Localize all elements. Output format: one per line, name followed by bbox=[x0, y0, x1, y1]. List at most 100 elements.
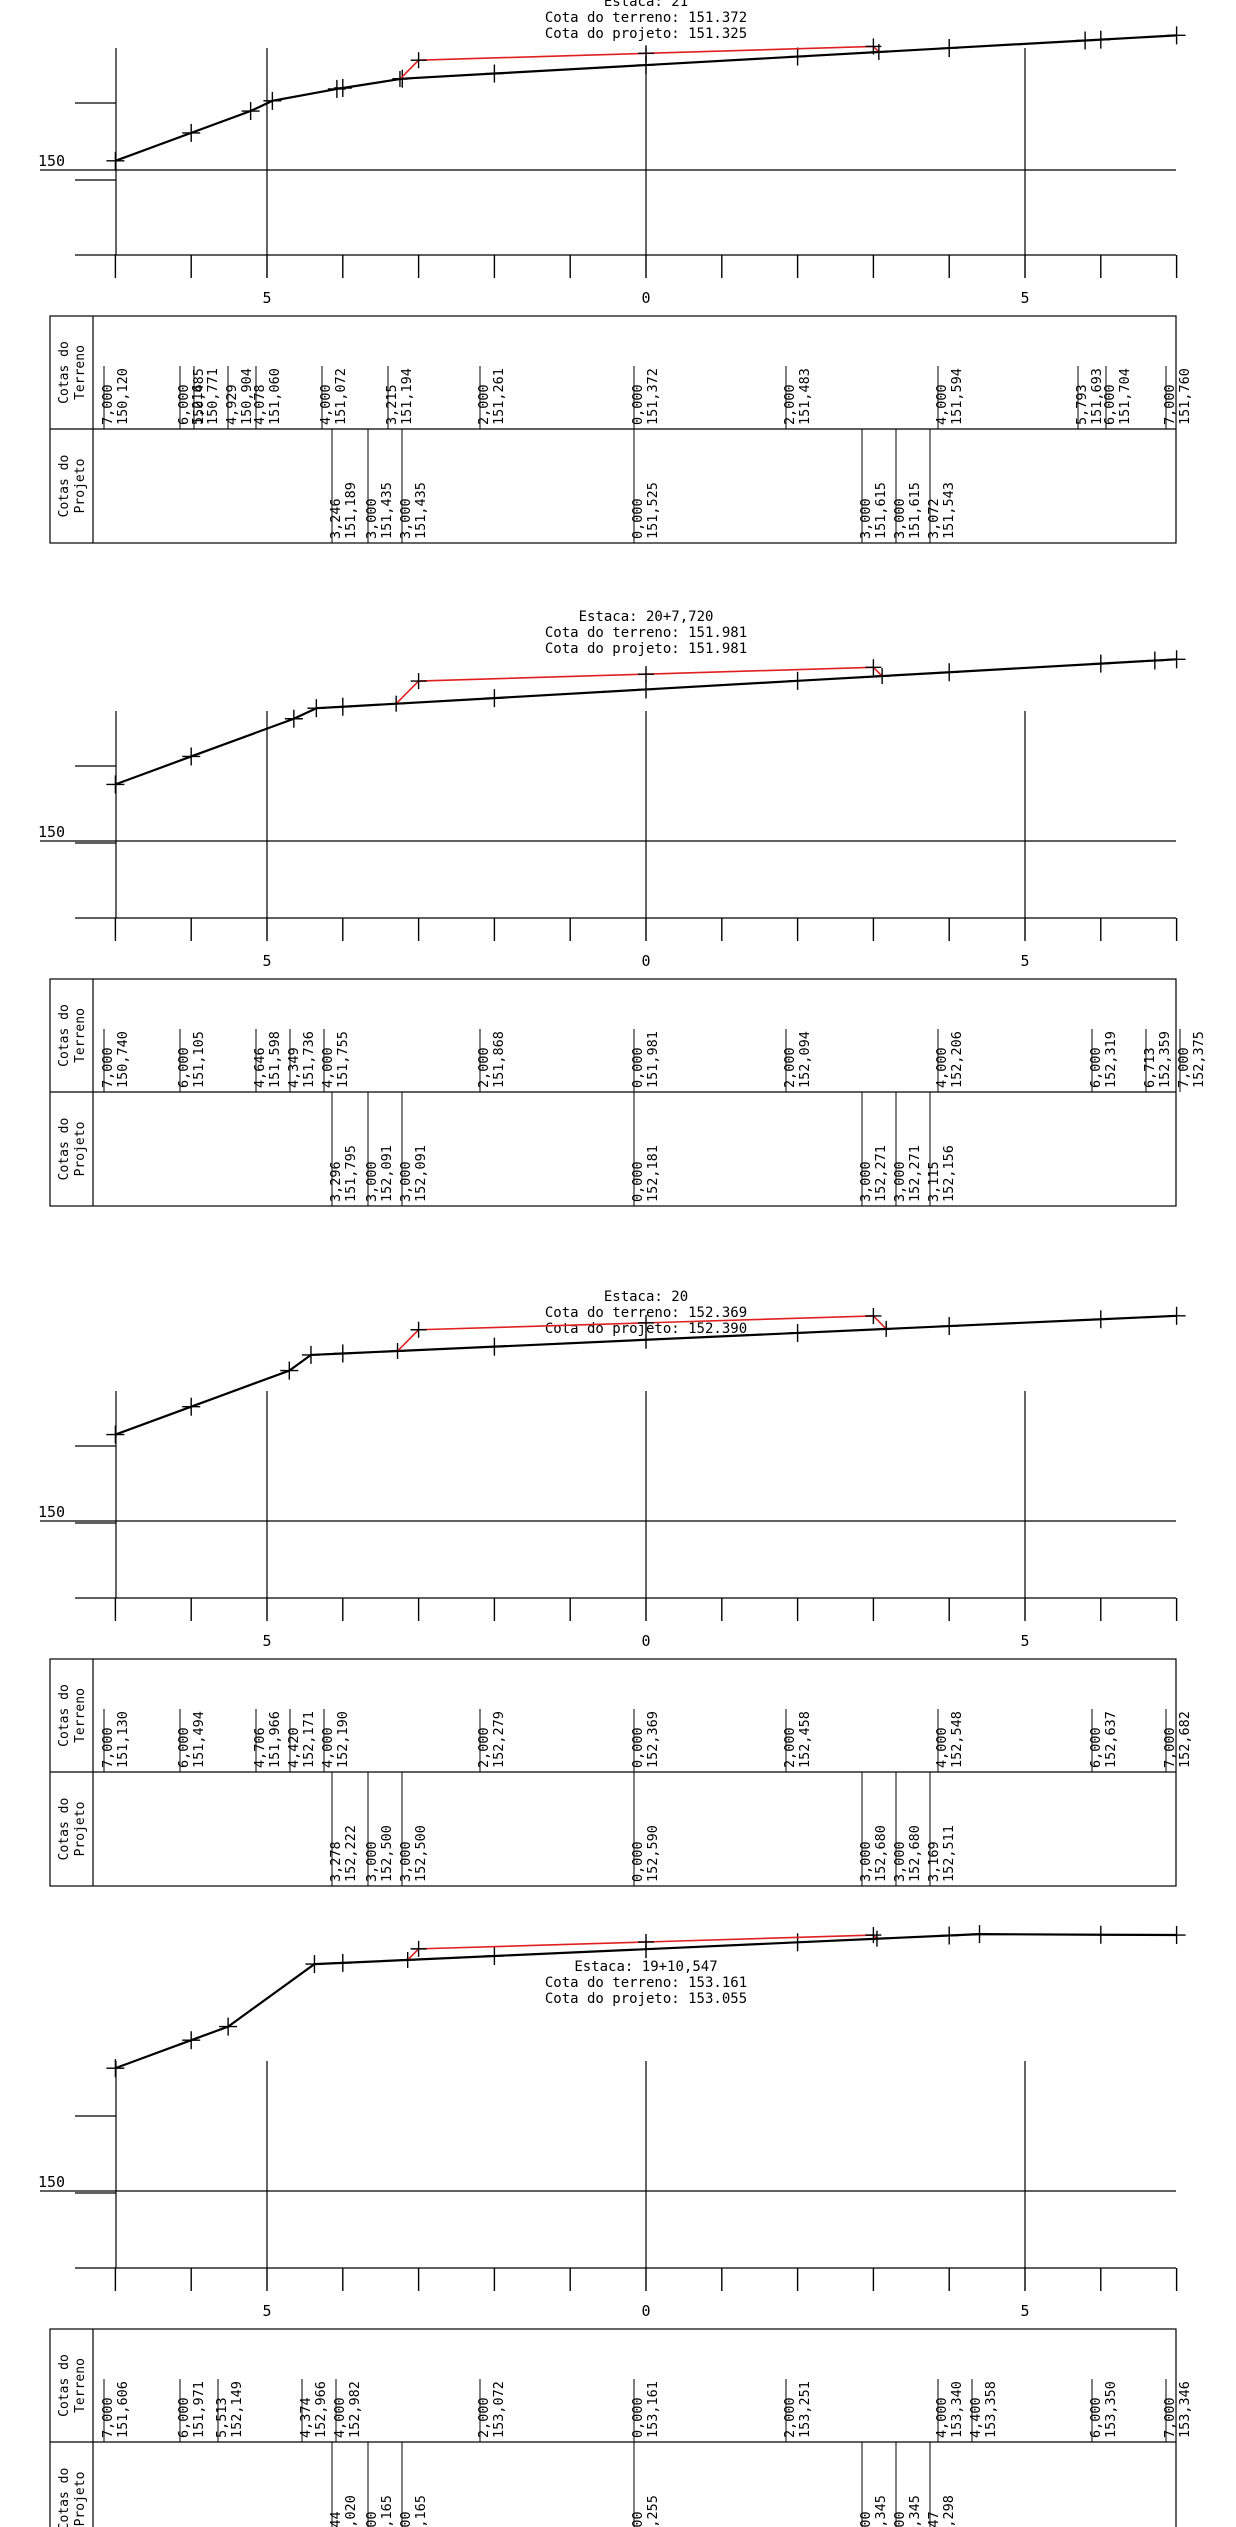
project-cell-value: 3,047 bbox=[926, 2511, 942, 2527]
terrain-cell-value: 2,000 bbox=[476, 1047, 492, 1088]
terrain-cell-value: 152,548 bbox=[949, 1711, 965, 1768]
station-label: Estaca: 21 bbox=[604, 0, 688, 10]
terrain-cell-value: 2,000 bbox=[782, 1727, 798, 1768]
terrain-cell-value: 4,000 bbox=[934, 1047, 950, 1088]
terrain-cell-value: 6,000 bbox=[176, 384, 192, 425]
axis-label: 5 bbox=[1020, 2302, 1029, 2320]
axis-label: 0 bbox=[641, 2302, 650, 2320]
station-label: Estaca: 20 bbox=[604, 1289, 688, 1305]
terrain-cell-value: 4,929 bbox=[224, 384, 240, 425]
terrain-cell-value: 152,637 bbox=[1103, 1711, 1119, 1768]
terrain-cell-value: 150,485 bbox=[191, 368, 207, 425]
terrain-cell-value: 7,000 bbox=[1176, 1047, 1192, 1088]
terrain-cell-value: 153,346 bbox=[1177, 2381, 1193, 2438]
terrain-cell-value: 0,000 bbox=[630, 1047, 646, 1088]
terrain-cell-value: 2,000 bbox=[476, 384, 492, 425]
project-cell-value: 3,000 bbox=[364, 1161, 380, 1202]
terrain-elevation-label: Cota do terreno: 152.369 bbox=[545, 1305, 747, 1321]
project-cell-value: 151,795 bbox=[343, 1145, 359, 1202]
station-label: Estaca: 20+7,720 bbox=[579, 609, 714, 625]
terrain-cell-value: 152,682 bbox=[1177, 1711, 1193, 1768]
project-cell-value: 151,543 bbox=[941, 482, 957, 539]
project-cell-value: 152,680 bbox=[907, 1825, 923, 1882]
project-cell-value: 153,345 bbox=[873, 2495, 889, 2527]
project-cell-value: 3,000 bbox=[398, 1161, 414, 1202]
terrain-cell-value: 4,349 bbox=[286, 1047, 302, 1088]
terrain-cell-value: 150,904 bbox=[239, 368, 255, 425]
terrain-cell-value: 150,120 bbox=[115, 368, 131, 425]
terrain-cell-value: 2,000 bbox=[782, 2397, 798, 2438]
project-cell-value: 152,271 bbox=[907, 1145, 923, 1202]
terrain-cell-value: 151,483 bbox=[797, 368, 813, 425]
project-cell-value: 3,000 bbox=[364, 498, 380, 539]
project-cell-value: 152,500 bbox=[413, 1825, 429, 1882]
project-cell-value: 0,000 bbox=[630, 2511, 646, 2527]
terrain-cell-value: 2,000 bbox=[782, 384, 798, 425]
terrain-cell-value: 152,359 bbox=[1157, 1031, 1173, 1088]
project-cell-value: 151,435 bbox=[413, 482, 429, 539]
terrain-cell-value: 151,060 bbox=[267, 368, 283, 425]
terrain-cell-value: 6,000 bbox=[1088, 2397, 1104, 2438]
terrain-cell-value: 5,513 bbox=[214, 2397, 230, 2438]
project-cell-value: 153,020 bbox=[343, 2495, 359, 2527]
terrain-cell-value: 7,000 bbox=[100, 2397, 116, 2438]
project-cell-value: 151,615 bbox=[907, 482, 923, 539]
terrain-cell-value: 152,375 bbox=[1191, 1031, 1207, 1088]
terrain-cell-value: 3,215 bbox=[384, 384, 400, 425]
project-cell-value: 153,165 bbox=[413, 2495, 429, 2527]
terrain-cell-value: 4,078 bbox=[252, 384, 268, 425]
project-elevation-label: Cota do projeto: 153.055 bbox=[545, 1991, 747, 2007]
terrain-cell-value: 2,000 bbox=[476, 1727, 492, 1768]
project-cell-value: 3,000 bbox=[398, 2511, 414, 2527]
project-cell-value: 3,115 bbox=[926, 1161, 942, 1202]
project-cell-value: 152,181 bbox=[645, 1145, 661, 1202]
terrain-row-label: Cotas doTerreno bbox=[57, 1004, 88, 1067]
project-cell-value: 151,189 bbox=[343, 482, 359, 539]
project-cell-value: 3,000 bbox=[364, 1841, 380, 1882]
station-label: Estaca: 19+10,547 bbox=[574, 1959, 717, 1975]
terrain-cell-value: 4,000 bbox=[934, 384, 950, 425]
project-cell-value: 153,298 bbox=[941, 2495, 957, 2527]
terrain-cell-value: 151,868 bbox=[491, 1031, 507, 1088]
terrain-cell-value: 151,971 bbox=[191, 2381, 207, 2438]
terrain-cell-value: 151,981 bbox=[645, 1031, 661, 1088]
terrain-cell-value: 151,736 bbox=[301, 1031, 317, 1088]
terrain-elevation-label: Cota do terreno: 151.981 bbox=[545, 625, 747, 641]
terrain-row-label: Cotas doTerreno bbox=[57, 1684, 88, 1747]
project-cell-value: 0,000 bbox=[630, 1841, 646, 1882]
terrain-profile bbox=[115, 658, 1177, 786]
terrain-cell-value: 152,458 bbox=[797, 1711, 813, 1768]
terrain-cell-value: 151,966 bbox=[267, 1711, 283, 1768]
terrain-cell-value: 2,000 bbox=[782, 1047, 798, 1088]
project-cell-value: 3,000 bbox=[858, 1161, 874, 1202]
project-profile bbox=[395, 666, 883, 705]
terrain-cell-value: 7,000 bbox=[1162, 1727, 1178, 1768]
terrain-cell-value: 151,372 bbox=[645, 368, 661, 425]
project-cell-value: 3,000 bbox=[892, 498, 908, 539]
terrain-row-label: Cotas doTerreno bbox=[57, 2354, 88, 2417]
terrain-profile bbox=[115, 1933, 1177, 2070]
terrain-cell-value: 152,369 bbox=[645, 1711, 661, 1768]
terrain-cell-value: 7,000 bbox=[100, 1047, 116, 1088]
terrain-cell-value: 151,704 bbox=[1117, 368, 1133, 425]
project-cell-value: 0,000 bbox=[630, 1161, 646, 1202]
terrain-cell-value: 153,340 bbox=[949, 2381, 965, 2438]
project-cell-value: 3,278 bbox=[328, 1841, 344, 1882]
terrain-cell-value: 152,319 bbox=[1103, 1031, 1119, 1088]
axis-label: 5 bbox=[262, 2302, 271, 2320]
terrain-elevation-label: Cota do terreno: 151.372 bbox=[545, 10, 747, 26]
terrain-cell-value: 4,400 bbox=[968, 2397, 984, 2438]
terrain-cell-value: 4,420 bbox=[286, 1727, 302, 1768]
project-cell-value: 3,000 bbox=[858, 498, 874, 539]
terrain-cell-value: 151,606 bbox=[115, 2381, 131, 2438]
project-cell-value: 3,296 bbox=[328, 1161, 344, 1202]
terrain-cell-value: 4,374 bbox=[298, 2397, 314, 2438]
axis-label: 0 bbox=[641, 289, 650, 307]
axis-label: 5 bbox=[1020, 289, 1029, 307]
project-cell-value: 152,156 bbox=[941, 1145, 957, 1202]
project-cell-value: 152,500 bbox=[379, 1825, 395, 1882]
terrain-cell-value: 152,171 bbox=[301, 1711, 317, 1768]
